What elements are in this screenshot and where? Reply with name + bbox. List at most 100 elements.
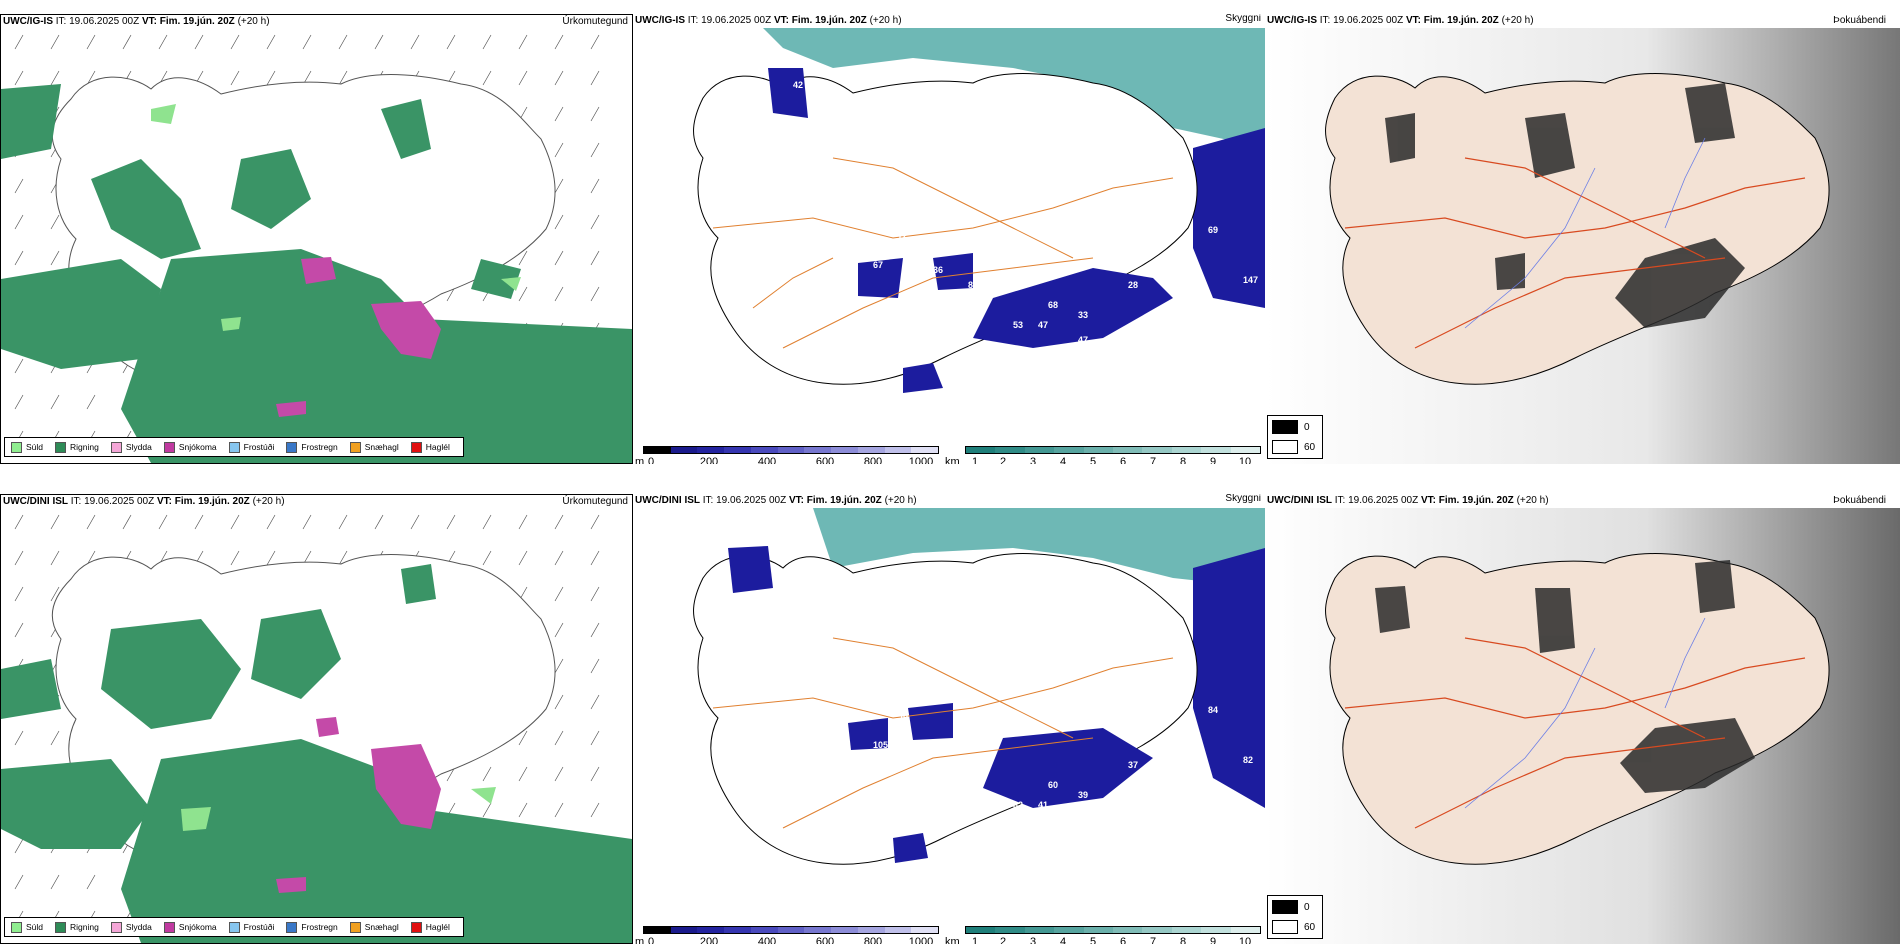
- wind-barb: [338, 34, 348, 50]
- wind-barb: [374, 34, 384, 50]
- colorbar-tick: 3: [1029, 456, 1037, 464]
- wind-barb: [554, 694, 564, 710]
- legend-item: Snjókoma: [163, 921, 217, 933]
- visibility-value: 32: [1013, 800, 1023, 810]
- visibility-value: 46: [843, 275, 853, 285]
- wind-barb: [14, 730, 24, 746]
- visibility-value: 46: [1153, 270, 1163, 280]
- colorbar-tick: 8: [1179, 456, 1187, 464]
- wind-barb: [482, 70, 492, 86]
- wind-barb: [194, 34, 204, 50]
- colorbar-segment: [1113, 447, 1143, 453]
- visibility-value: 69: [1178, 660, 1188, 670]
- legend-swatch: [228, 921, 240, 933]
- visibility-value: 214: [813, 830, 828, 840]
- colorbar-segment: [1201, 447, 1231, 453]
- wind-barb: [14, 874, 24, 890]
- colorbar-segment: [1024, 447, 1055, 453]
- visibility-value: 43: [898, 710, 908, 720]
- wind-barb: [518, 550, 528, 566]
- wind-barb: [14, 622, 24, 638]
- wind-barb: [14, 250, 24, 266]
- colorbar-segment: [750, 447, 778, 453]
- visibility-value: 39: [1078, 790, 1088, 800]
- colorbar-tick: 800: [863, 936, 883, 944]
- visibility-value: 113: [1173, 730, 1188, 740]
- wind-barb: [554, 766, 564, 782]
- panel-type-label: Úrkomutegund: [562, 496, 628, 507]
- colorbar-tick: 4: [1059, 936, 1067, 944]
- colorbar-tick: 9: [1209, 936, 1217, 944]
- visibility-value: 121: [848, 325, 863, 335]
- iceland-coastline: [693, 73, 1198, 385]
- legend-item: Haglél: [410, 921, 450, 933]
- legend-swatch: [286, 921, 298, 933]
- precip-map: [1, 34, 632, 463]
- colorbar-segment: [1054, 447, 1084, 453]
- visibility-value: 82: [1243, 755, 1253, 765]
- legend-swatch: [110, 441, 122, 453]
- visibility-value: 59: [1178, 180, 1188, 190]
- colorbar-segment: [697, 447, 725, 453]
- visibility-value: 70: [793, 560, 803, 570]
- visibility-value: 47: [1038, 320, 1048, 330]
- visibility-value: 65: [933, 880, 943, 890]
- fog-map: [1265, 508, 1900, 944]
- colorbar-tick: 1000: [908, 936, 934, 944]
- colorbar-segment: [857, 927, 885, 933]
- panel-type-label: Skyggni: [1225, 14, 1261, 24]
- visibility-panel-top: UWC/IG-IS IT: 19.06.2025 00Z VT: Fim. 19…: [633, 14, 1265, 464]
- legend-item: Frostregn: [286, 441, 338, 453]
- legend-swatch: [110, 921, 122, 933]
- wind-barb: [122, 34, 132, 50]
- cloud-base-colorbar: m 0 200 400 600 800 1000: [635, 446, 939, 464]
- colorbar-unit: m: [635, 456, 645, 464]
- wind-barb: [266, 550, 276, 566]
- wind-barb: [14, 358, 24, 374]
- colorbar-segment: [831, 447, 858, 453]
- wind-barb: [50, 394, 60, 410]
- wind-barb: [554, 214, 564, 230]
- colorbar-tick: 0: [647, 456, 655, 464]
- colorbar-tick: 800: [863, 456, 883, 464]
- colorbar-tick: 1000: [908, 456, 934, 464]
- colorbar-segment: [644, 927, 671, 933]
- colorbar-tick: 9: [1209, 456, 1217, 464]
- colorbar-tick: 400: [757, 456, 777, 464]
- visibility-value: 84: [1208, 705, 1218, 715]
- colorbar-segment: [804, 927, 832, 933]
- wind-barb: [518, 766, 528, 782]
- visibility-value: 47: [933, 745, 943, 755]
- colorbar-tick: 600: [815, 456, 835, 464]
- wind-barb: [554, 658, 564, 674]
- wind-barb: [14, 70, 24, 86]
- wind-barb: [590, 34, 600, 50]
- visibility-value: 12: [1193, 285, 1203, 295]
- wind-barb: [338, 514, 348, 530]
- wind-barb: [590, 586, 600, 602]
- wind-barb: [590, 514, 600, 530]
- legend-swatch: [349, 921, 361, 933]
- colorbar-segment: [857, 447, 885, 453]
- wind-barb: [554, 178, 564, 194]
- colorbar-segment: [1230, 927, 1261, 933]
- fog-legend-item: 0: [1272, 420, 1310, 434]
- legend-swatch: [163, 921, 175, 933]
- visibility-value: 42: [793, 80, 803, 90]
- visibility-value: 234: [1118, 830, 1133, 840]
- visibility-panel-bottom: UWC/DINI ISL IT: 19.06.2025 00Z VT: Fim.…: [633, 494, 1265, 944]
- colorbar-segment: [724, 927, 751, 933]
- fog-legend: 0 60: [1267, 415, 1323, 459]
- colorbar-tick: 3: [1029, 936, 1037, 944]
- panel-type-label: Þokuábendi: [1833, 495, 1886, 506]
- visibility-value: 34: [813, 350, 823, 360]
- colorbar-tick: 6: [1119, 936, 1127, 944]
- wind-barb: [518, 802, 528, 818]
- colorbar-segment: [884, 447, 912, 453]
- wind-barb: [554, 106, 564, 122]
- visibility-value: 48: [913, 395, 923, 405]
- wind-barb: [482, 550, 492, 566]
- visibility-value: 47: [948, 845, 958, 855]
- legend-item: Slydda: [110, 921, 152, 933]
- colorbar-tick: 7: [1149, 936, 1157, 944]
